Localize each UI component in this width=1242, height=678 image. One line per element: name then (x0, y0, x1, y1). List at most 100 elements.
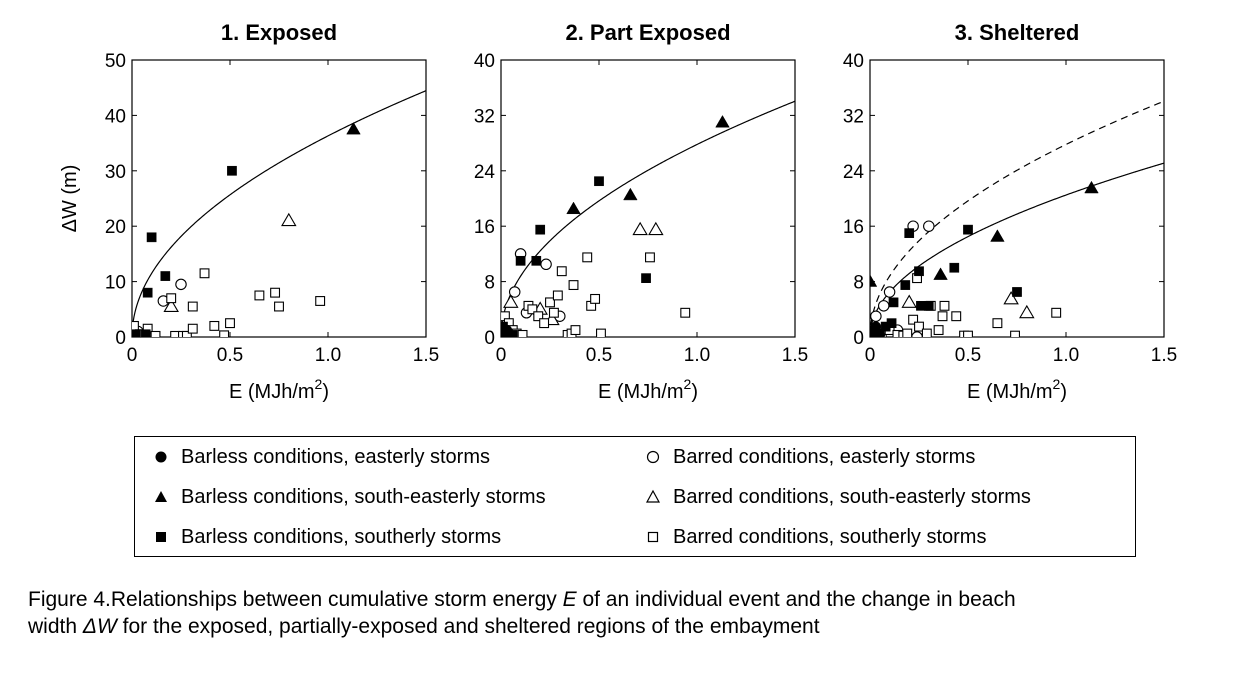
data-series (501, 176, 651, 337)
data-point (1051, 307, 1062, 318)
x-tick-label: 1.5 (782, 345, 808, 366)
data-point (594, 176, 604, 187)
data-point (933, 325, 944, 336)
x-tick-label: 0.5 (955, 345, 981, 366)
data-point (914, 266, 924, 277)
data-series (566, 115, 730, 215)
y-tick-label: 16 (474, 217, 495, 238)
filled-square-icon (156, 532, 166, 542)
data-series (132, 165, 237, 337)
data-point (911, 331, 923, 337)
data-point (281, 212, 297, 227)
data-point (641, 273, 651, 283)
x-tick-label: 0.5 (586, 345, 612, 366)
x-tick-label: 0.5 (217, 345, 243, 366)
y-tick-label: 40 (105, 106, 126, 127)
data-point (160, 271, 171, 281)
data-point (527, 304, 538, 315)
y-tick-label: 40 (843, 51, 864, 72)
data-point (566, 201, 581, 215)
caption-line-1: Figure 4.Relationships between cumulativ… (28, 588, 1016, 611)
fit-curve (501, 100, 795, 337)
data-point (219, 330, 230, 337)
legend-label: Barred conditions, easterly storms (673, 446, 976, 468)
open-square-icon (647, 531, 659, 543)
data-point (596, 328, 606, 337)
data-point (199, 268, 210, 279)
data-point (886, 318, 897, 328)
data-point (515, 255, 526, 266)
data-point (1019, 304, 1035, 319)
data-point (274, 301, 284, 312)
data-series (870, 224, 1022, 337)
data-series (163, 212, 297, 312)
data-series (132, 268, 326, 337)
data-point (132, 329, 141, 337)
data-point (933, 267, 948, 280)
legend-label: Barred conditions, south-easterly storms (673, 486, 1031, 508)
data-point (990, 229, 1005, 242)
data-point (939, 300, 950, 311)
legend-label: Barless conditions, easterly storms (181, 446, 491, 468)
chart-panel: 0 0.5 1.0 1.5 0 8 16 24 32 40 2. Part Exposed E (MJ… (474, 20, 808, 403)
data-point (346, 121, 361, 135)
data-point (680, 307, 691, 318)
panel-title: 3. Sheltered (955, 20, 1080, 45)
data-point (531, 255, 542, 266)
data-point (508, 286, 521, 298)
data-point (503, 294, 519, 308)
data-point (923, 300, 934, 311)
data-point (870, 310, 882, 322)
data-point (870, 274, 878, 287)
x-tick-label: 1.5 (413, 345, 439, 366)
data-point (648, 221, 664, 236)
data-point (1084, 180, 1099, 194)
data-point (539, 318, 550, 329)
filled-triangle-icon (155, 491, 167, 502)
y-tick-label: 32 (843, 106, 864, 127)
data-point (166, 293, 177, 304)
chart-panel: 0 0.5 1.0 1.5 0 10 20 30 40 50 1. Exposed E (MJh/m2… (59, 20, 439, 403)
data-point (963, 224, 973, 235)
panel-title: 2. Part Exposed (565, 20, 730, 45)
data-point (715, 115, 730, 128)
data-series (346, 121, 361, 135)
y-tick-label: 0 (484, 328, 495, 349)
data-point (548, 307, 559, 318)
data-point (227, 165, 237, 176)
plot-frame (500, 59, 796, 338)
data-point (632, 221, 648, 236)
legend-label: Barless conditions, south-easterly storm… (181, 486, 546, 508)
data-point (315, 296, 326, 306)
data-point (517, 329, 528, 337)
legend: Barless conditions, easterly storms Barr… (134, 436, 1136, 557)
x-axis-label: E (MJh/m2) (598, 376, 698, 403)
x-axis-label: E (MJh/m2) (229, 376, 329, 403)
x-tick-label: 0 (496, 345, 507, 366)
data-point (254, 290, 265, 301)
data-point (582, 252, 593, 263)
data-point (923, 220, 935, 232)
data-point (146, 232, 157, 243)
data-point (992, 318, 1003, 329)
x-tick-label: 1.5 (1151, 345, 1177, 366)
x-tick-label: 1.0 (315, 345, 341, 366)
data-point (1012, 287, 1022, 297)
data-point (902, 328, 913, 337)
legend-label: Barred conditions, southerly storms (673, 526, 987, 548)
filled-circle-icon (155, 451, 167, 463)
data-point (556, 266, 567, 277)
data-point (225, 318, 235, 329)
fit-curve (870, 162, 1164, 337)
data-point (552, 290, 563, 301)
data-point (874, 328, 885, 337)
y-tick-label: 40 (474, 51, 495, 72)
x-axis-label: E (MJh/m2) (967, 376, 1067, 403)
data-point (507, 330, 518, 337)
y-tick-label: 32 (474, 106, 495, 127)
data-series (901, 291, 1035, 319)
y-tick-label: 24 (474, 162, 496, 183)
open-triangle-icon (645, 489, 661, 503)
data-point (545, 297, 555, 308)
data-point (535, 224, 546, 235)
